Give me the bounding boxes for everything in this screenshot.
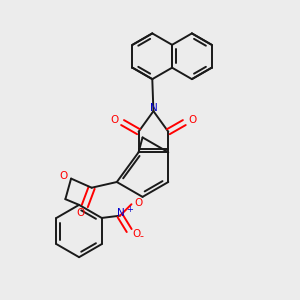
Text: O: O	[59, 171, 67, 181]
Text: N: N	[117, 208, 125, 218]
Text: +: +	[126, 206, 133, 214]
Text: O: O	[132, 229, 140, 239]
Text: O: O	[76, 208, 84, 218]
Text: O: O	[110, 115, 119, 125]
Text: -: -	[140, 231, 144, 241]
Text: O: O	[134, 198, 142, 208]
Text: O: O	[188, 115, 196, 125]
Text: N: N	[150, 103, 157, 113]
